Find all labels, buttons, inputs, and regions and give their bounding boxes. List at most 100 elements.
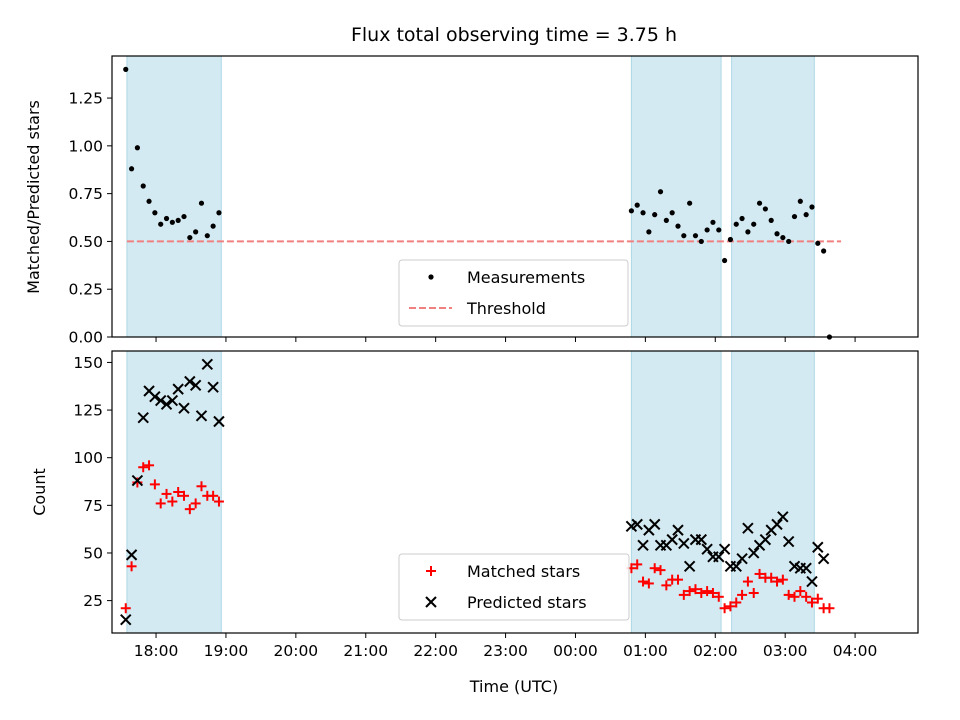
measurements-point (640, 210, 646, 216)
measurements-point (146, 198, 152, 204)
x-marker-b (178, 402, 190, 414)
x-tick-label: 03:00 (763, 642, 808, 660)
chart-title: Flux total observing time = 3.75 h (351, 24, 677, 46)
matched-stars-point (783, 589, 794, 600)
matched-stars-point (638, 576, 649, 587)
measurements-point (187, 234, 193, 241)
matched-stars-point (672, 574, 683, 585)
matched-stars-point (766, 572, 777, 583)
x-marker-b (195, 410, 208, 422)
measurements-point (780, 234, 786, 241)
x-marker-b (748, 547, 760, 559)
predicted-stars-point (672, 524, 684, 536)
x-marker-b (637, 539, 649, 552)
predicted-stars-point (631, 518, 643, 531)
measurements-point (652, 212, 658, 218)
matched-stars-point (801, 591, 812, 602)
bottom-y-tick-label: 50 (83, 544, 103, 562)
x-marker-b (695, 533, 708, 546)
x-tick-label: 18:00 (134, 642, 179, 660)
matched-stars-point (167, 496, 178, 507)
measurements-point (698, 238, 704, 245)
x-marker-b (207, 381, 219, 393)
top-y-tick-label: 0.50 (68, 233, 103, 251)
matched-stars-point (632, 559, 643, 570)
predicted-stars-point (131, 474, 144, 487)
matched-stars-point (196, 481, 207, 492)
measurements-point (733, 221, 739, 227)
x-tick-label: 22:00 (413, 642, 458, 660)
measurements-point (663, 217, 669, 223)
predicted-stars-point (160, 398, 173, 411)
matched-stars-point (702, 586, 713, 597)
measurements-point (756, 200, 763, 206)
matched-stars-point (707, 587, 718, 598)
matched-stars-point (742, 576, 753, 587)
x-marker-b (648, 518, 661, 531)
matched-stars-point (690, 584, 701, 595)
x-marker-b (120, 613, 132, 626)
measurements-point (739, 215, 745, 222)
x-marker-b (631, 518, 643, 531)
matched-stars-point (144, 460, 155, 471)
x-marker-b (201, 358, 214, 371)
measurements-point (716, 227, 722, 233)
bottom-shaded-interval-3 (731, 350, 815, 634)
matched-stars-point (824, 603, 835, 614)
bottom-panel: 25 50 75 100 125 150 18:00 19:00 20:00 21:00 22:00… (73, 350, 919, 660)
matched-stars-point (789, 591, 800, 602)
matched-stars-point (719, 603, 730, 614)
predicted-stars-point (736, 552, 748, 565)
matched-stars-point (179, 490, 190, 501)
matched-stars-point (661, 580, 672, 591)
measurements-point (692, 233, 699, 239)
matched-stars-point (725, 601, 736, 612)
x-marker-b (672, 524, 684, 536)
matched-stars-point (772, 576, 783, 587)
predicted-stars-point (201, 358, 214, 371)
matched-stars-point (173, 487, 184, 497)
predicted-stars-point (730, 560, 742, 573)
predicted-stars-point (683, 560, 696, 573)
matched-stars-point (161, 488, 172, 499)
measurements-point (152, 210, 158, 216)
matched-stars-point (655, 565, 666, 576)
legend-label-threshold: Threshold (466, 299, 546, 318)
predicted-stars-point (637, 539, 649, 552)
predicted-stars-point (771, 518, 783, 531)
matched-stars-point (748, 587, 759, 598)
matched-stars-point (213, 496, 224, 507)
bottom-y-tick-label: 150 (73, 354, 103, 372)
measurements-point (821, 248, 827, 254)
x-marker-b (782, 535, 795, 548)
matched-stars-point (649, 563, 660, 574)
x-marker-b (742, 522, 754, 534)
x-marker-b (125, 549, 138, 561)
measurements-point (727, 236, 734, 243)
x-marker-b (683, 560, 696, 573)
matched-stars-point (684, 586, 695, 597)
measurements-point (204, 233, 210, 239)
predicted-stars-point (189, 379, 202, 392)
predicted-stars-point (648, 518, 661, 531)
top-y-axis-label: Matched/Predicted stars (24, 100, 43, 294)
measurements-point (710, 219, 716, 225)
predicted-stars-point (184, 375, 196, 388)
measurements-point (791, 213, 798, 220)
matched-stars-point (132, 477, 143, 488)
predicted-stars-point (213, 415, 225, 428)
x-marker-b (184, 375, 196, 388)
legend-box (398, 259, 629, 327)
matched-stars-point (126, 561, 137, 572)
x-marker-b (131, 474, 144, 487)
x-marker-b (718, 543, 731, 555)
x-marker-b (771, 518, 783, 531)
matched-stars-point (184, 504, 195, 515)
measurements-point (646, 229, 652, 235)
matched-stars-point (678, 589, 689, 600)
x-marker-b (137, 411, 149, 424)
predicted-stars-point (800, 562, 812, 574)
predicted-stars-point (777, 511, 789, 523)
predicted-stars-point (125, 549, 138, 561)
top-legend: Measurements Threshold (398, 259, 629, 327)
